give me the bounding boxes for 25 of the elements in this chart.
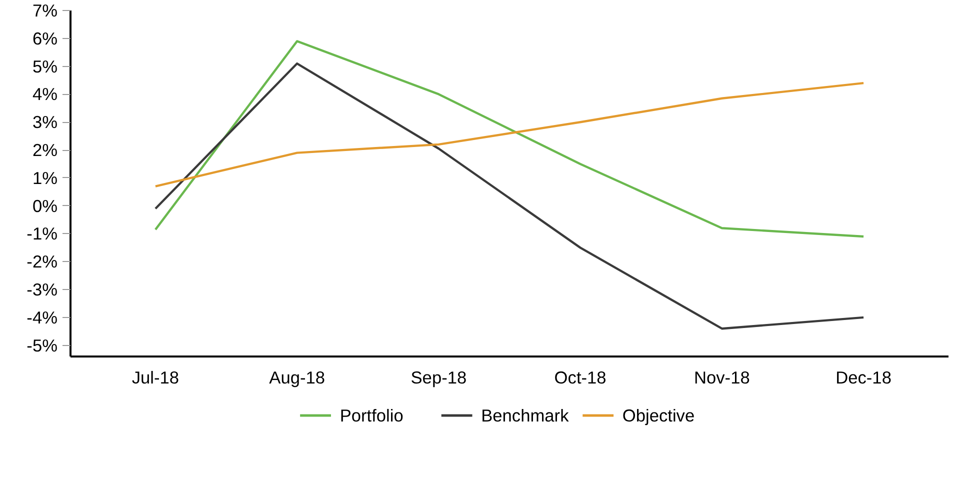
y-tick-label: -4% bbox=[26, 307, 58, 328]
y-tick-label: 0% bbox=[32, 196, 58, 216]
y-tick-label: 1% bbox=[32, 168, 58, 188]
x-tick-label: Oct-18 bbox=[554, 368, 606, 388]
legend-label: Objective bbox=[622, 406, 695, 426]
line-series bbox=[154, 62, 865, 330]
y-tick-label: -2% bbox=[26, 252, 58, 272]
y-tick-label: -3% bbox=[26, 280, 58, 300]
x-tick-label: Dec-18 bbox=[836, 368, 892, 388]
x-tick-label: Jul-18 bbox=[132, 368, 180, 388]
y-tick-label: 4% bbox=[32, 84, 58, 104]
y-tick-label: -1% bbox=[26, 224, 58, 244]
x-tick-label: Nov-18 bbox=[694, 368, 750, 388]
y-tick-label: 2% bbox=[32, 140, 58, 160]
legend-label: Benchmark bbox=[481, 406, 570, 426]
line-series bbox=[154, 40, 865, 238]
line-series bbox=[154, 82, 865, 188]
legend-label: Portfolio bbox=[340, 406, 404, 426]
y-tick-label: 5% bbox=[32, 56, 58, 76]
x-tick-label: Sep-18 bbox=[410, 368, 467, 388]
x-tick-label: Aug-18 bbox=[269, 368, 326, 388]
y-tick-label: 7% bbox=[32, 0, 58, 20]
y-tick-label: -5% bbox=[26, 335, 58, 356]
y-tick-label: 3% bbox=[32, 112, 58, 132]
y-tick-label: 6% bbox=[32, 28, 58, 48]
